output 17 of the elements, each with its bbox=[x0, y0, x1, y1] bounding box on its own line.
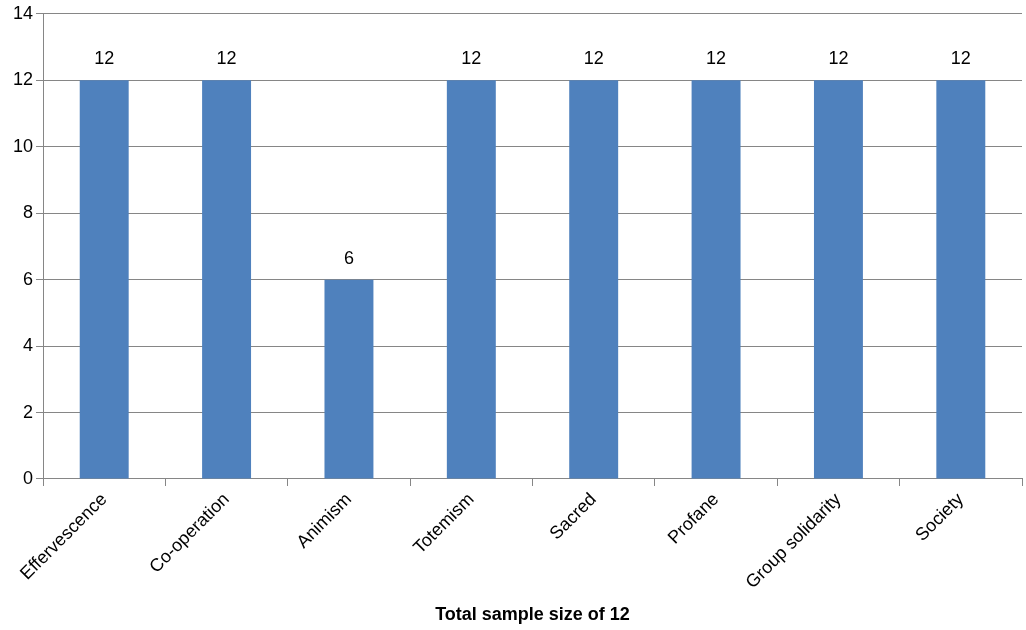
data-label: 12 bbox=[706, 48, 727, 69]
data-label: 12 bbox=[216, 48, 237, 69]
y-tick-label: 8 bbox=[23, 202, 34, 223]
y-tick-label: 4 bbox=[23, 335, 34, 356]
y-tick-label: 12 bbox=[12, 69, 34, 90]
y-tick-label: 2 bbox=[23, 401, 34, 422]
y-tick-label: 0 bbox=[23, 467, 34, 488]
data-label: 12 bbox=[94, 48, 115, 69]
data-label: 12 bbox=[461, 48, 482, 69]
y-tick-label: 14 bbox=[12, 2, 34, 23]
y-tick-label: 10 bbox=[12, 135, 34, 156]
data-label: 6 bbox=[343, 247, 354, 268]
x-axis-title: Total sample size of 12 bbox=[435, 604, 630, 625]
data-label: 12 bbox=[950, 48, 971, 69]
data-label: 12 bbox=[583, 48, 604, 69]
y-tick-label: 6 bbox=[23, 268, 34, 289]
data-label: 12 bbox=[828, 48, 849, 69]
